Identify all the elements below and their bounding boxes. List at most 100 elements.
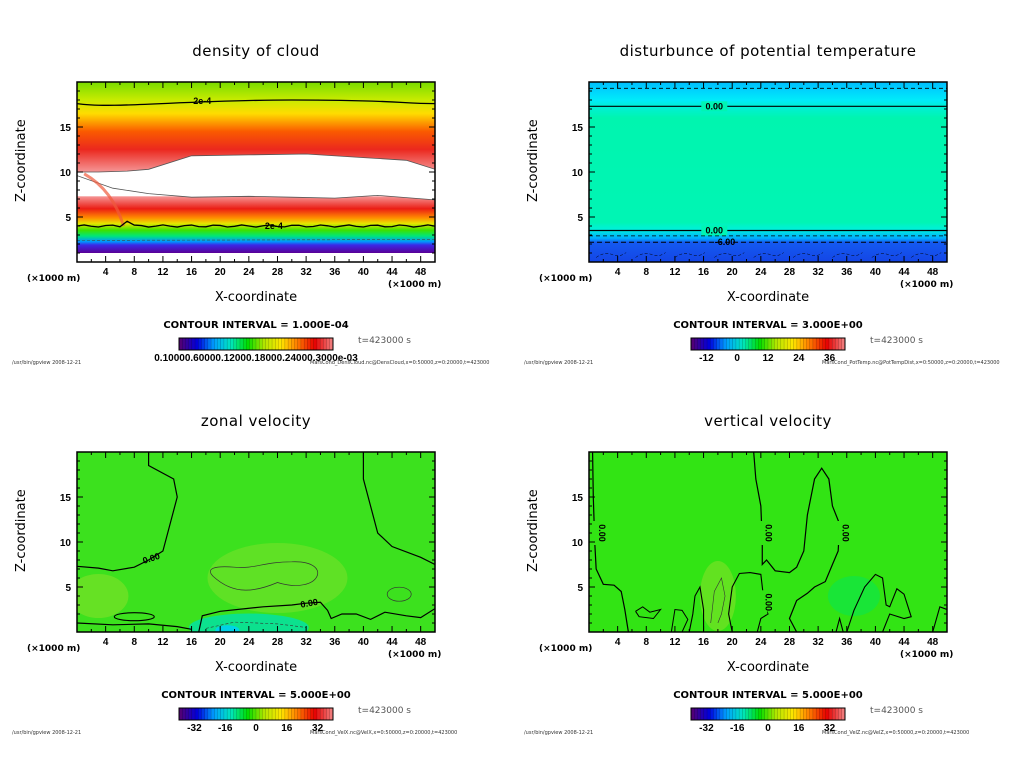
colorbar-tick-label: 0 [734,353,740,364]
colorbar-cell [239,337,244,351]
colorbar-cell [188,707,193,721]
y-tick-label: 5 [577,583,583,594]
colorbar-cell [310,337,315,351]
colorbar [690,707,846,721]
plot-area: 0.000.00-6.004 8 12 16 20 24 28 32 36 40 44 4851015… [572,81,948,364]
y-tick-label: 10 [60,168,72,179]
colorbar-cell [761,337,766,351]
x-tick-label: 4 [103,267,109,278]
x-tick-label: 16 [698,267,710,278]
colorbar-cell [793,707,798,721]
colorbar-cell [265,707,270,721]
colorbar-frame [178,337,334,351]
y-tick-label: 15 [572,123,584,134]
colorbar-cell [796,337,801,351]
contour-line [728,572,769,632]
white-region [77,153,435,201]
colorbar-cell [790,337,795,351]
colorbar-cell [242,707,247,721]
colorbar-cell [252,337,257,351]
colorbar-cell [767,707,772,721]
colorbar-cell [783,337,788,351]
x-tick-label: 12 [157,637,169,648]
colorbar-cell [809,337,814,351]
colorbar-cell [815,337,820,351]
heatmap [77,82,435,262]
y-tick-label: 15 [572,493,584,504]
contour-line [688,585,705,632]
colorbar-cell [252,707,257,721]
colorbar-cell [191,707,196,721]
colorbar-cell [319,707,324,721]
colorbar-cell [726,337,731,351]
colorbar-cell [710,707,714,721]
panel-potential-temperature: disturbunce of potential temperature 0.0… [512,30,1024,400]
colorbar-cell [246,337,251,351]
x-tick-label: 44 [898,267,910,278]
colorbar-cell [236,707,241,721]
colorbar-cell [262,707,267,721]
colorbar-cell [313,337,318,351]
colorbar-cell [262,337,267,351]
contour-line [714,252,745,258]
colorbar-cell [182,337,186,351]
colorbar-cell [259,707,263,721]
contour-line [871,252,902,258]
heatmap [77,452,435,632]
x-axis-label: X-coordinate [726,660,810,675]
colorbar-cell [819,337,824,351]
colorbar-cell [291,707,295,721]
heatmap-blob [77,574,129,618]
contour-label-bg [757,521,768,545]
x-unit-label: (×1000 m) [900,280,954,290]
colorbar-cell [825,337,830,351]
x-tick-label: 44 [898,637,910,648]
colorbar-cell [207,337,212,351]
colorbar-cell [713,337,718,351]
colorbar-cell [297,707,302,721]
heatmap-blob [215,625,240,632]
colorbar-cell [729,707,734,721]
y-unit-label: (×1000 m) [539,644,593,654]
footer-left: /usr/bin/gpview 2008-12-21 [12,730,82,736]
heatmap-band [77,253,435,262]
colorbar-cell [815,707,820,721]
x-axis-label: X-coordinate [214,290,298,305]
contour-line [911,252,942,258]
colorbar-cell [787,337,791,351]
colorbar-tick-label: -12 [699,353,714,364]
heatmap [589,452,947,632]
colorbar-cell [822,707,827,721]
x-tick-label: 24 [243,267,255,278]
colorbar-cell [239,707,244,721]
colorbar-cell [191,337,196,351]
colorbar-cell [255,337,260,351]
colorbar-tick-label: -32 [187,723,202,734]
colorbar-cell [742,337,747,351]
footer-left: /usr/bin/gpview 2008-12-21 [524,360,594,366]
colorbar-cell [265,337,270,351]
colorbar-cell [275,337,279,351]
colorbar-cell [242,337,247,351]
colorbar-cell [748,707,753,721]
y-axis-label: Z-coordinate [14,119,29,202]
colorbar-cell [796,707,801,721]
colorbar-cell [754,337,759,351]
heatmap-blob [207,543,348,613]
colorbar-cell [194,707,199,721]
colorbar-tick-label: 32 [824,723,836,734]
colorbar-cell [803,707,807,721]
colorbar-cell [745,337,750,351]
time-label: t=423000 s [358,706,411,716]
panel-vertical-velocity: vertical velocity 0.00 0.00 0.00 0.00 4 8 12 16… [512,400,1024,770]
colorbar-tick-label: 0 [253,723,259,734]
x-tick-label: 8 [643,637,649,648]
colorbar-frame [690,337,846,351]
y-tick-label: 10 [60,538,72,549]
colorbar-cell [831,337,836,351]
colorbar-tick-label: -16 [730,723,745,734]
colorbar-cell [809,707,814,721]
contour-label: 2e-4 [193,96,211,106]
